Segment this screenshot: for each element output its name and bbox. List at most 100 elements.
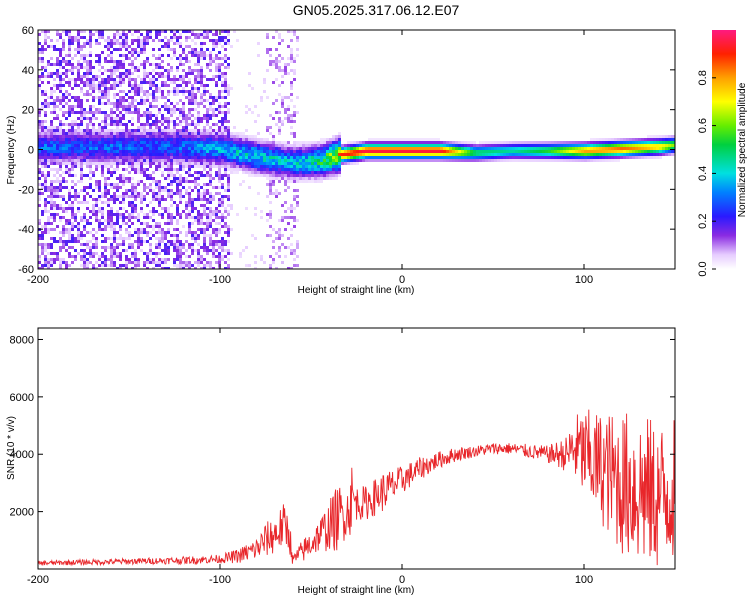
heatmap-cell [215, 135, 218, 138]
heatmap-cell [161, 129, 164, 132]
heatmap-cell [527, 144, 530, 147]
heatmap-cell [143, 168, 146, 171]
heatmap-cell [92, 228, 95, 231]
heatmap-cell [347, 156, 350, 159]
heatmap-cell [176, 222, 179, 225]
spectrogram-ytick-label: 0 [28, 145, 34, 157]
heatmap-cell [449, 156, 452, 159]
heatmap-cell [116, 108, 119, 111]
heatmap-cell [137, 159, 140, 162]
heatmap-cell [167, 189, 170, 192]
heatmap-cell [200, 57, 203, 60]
heatmap-cell [104, 69, 107, 72]
heatmap-cell [320, 180, 323, 183]
heatmap-cell [149, 132, 152, 135]
heatmap-cell [293, 33, 296, 36]
heatmap-cell [104, 123, 107, 126]
heatmap-cell [281, 216, 284, 219]
heatmap-cell [230, 153, 233, 156]
heatmap-cell [38, 57, 41, 60]
heatmap-cell [266, 69, 269, 72]
heatmap-cell [131, 129, 134, 132]
heatmap-cell [644, 156, 647, 159]
heatmap-cell [161, 234, 164, 237]
heatmap-cell [95, 198, 98, 201]
heatmap-cell [317, 162, 320, 165]
heatmap-cell [398, 147, 401, 150]
heatmap-cell [77, 42, 80, 45]
heatmap-cell [191, 207, 194, 210]
heatmap-cell [455, 159, 458, 162]
heatmap-cell [308, 147, 311, 150]
heatmap-cell [365, 156, 368, 159]
heatmap-cell [185, 159, 188, 162]
heatmap-cell [194, 240, 197, 243]
heatmap-cell [176, 237, 179, 240]
heatmap-cell [533, 150, 536, 153]
heatmap-cell [47, 264, 50, 267]
heatmap-cell [38, 87, 41, 90]
heatmap-cell [131, 84, 134, 87]
heatmap-cell [446, 153, 449, 156]
heatmap-cell [143, 81, 146, 84]
heatmap-cell [119, 213, 122, 216]
heatmap-cell [122, 213, 125, 216]
heatmap-cell [71, 156, 74, 159]
heatmap-cell [248, 84, 251, 87]
heatmap-cell [188, 123, 191, 126]
heatmap-cell [101, 141, 104, 144]
heatmap-cell [272, 63, 275, 66]
heatmap-cell [179, 63, 182, 66]
heatmap-cell [68, 63, 71, 66]
heatmap-cell [86, 156, 89, 159]
heatmap-cell [128, 111, 131, 114]
heatmap-cell [611, 147, 614, 150]
heatmap-cell [206, 153, 209, 156]
heatmap-cell [167, 129, 170, 132]
heatmap-cell [221, 132, 224, 135]
heatmap-cell [167, 123, 170, 126]
heatmap-cell [182, 168, 185, 171]
heatmap-cell [89, 117, 92, 120]
heatmap-cell [62, 60, 65, 63]
heatmap-cell [530, 147, 533, 150]
heatmap-cell [518, 156, 521, 159]
heatmap-cell [65, 180, 68, 183]
heatmap-cell [272, 117, 275, 120]
heatmap-cell [86, 264, 89, 267]
heatmap-cell [179, 141, 182, 144]
heatmap-cell [146, 39, 149, 42]
heatmap-cell [59, 135, 62, 138]
heatmap-cell [272, 159, 275, 162]
heatmap-cell [113, 42, 116, 45]
heatmap-cell [218, 222, 221, 225]
heatmap-cell [209, 267, 212, 269]
heatmap-cell [434, 144, 437, 147]
heatmap-cell [326, 165, 329, 168]
heatmap-cell [173, 123, 176, 126]
heatmap-cell [278, 36, 281, 39]
heatmap-cell [158, 222, 161, 225]
heatmap-cell [293, 264, 296, 267]
heatmap-cell [89, 30, 92, 33]
heatmap-cell [185, 141, 188, 144]
heatmap-cell [140, 207, 143, 210]
heatmap-cell [86, 78, 89, 81]
heatmap-cell [227, 162, 230, 165]
heatmap-cell [119, 252, 122, 255]
heatmap-cell [140, 228, 143, 231]
heatmap-cell [158, 141, 161, 144]
heatmap-cell [224, 240, 227, 243]
heatmap-cell [167, 192, 170, 195]
heatmap-cell [44, 141, 47, 144]
heatmap-cell [410, 150, 413, 153]
heatmap-cell [422, 153, 425, 156]
heatmap-cell [287, 180, 290, 183]
heatmap-cell [140, 114, 143, 117]
heatmap-cell [176, 252, 179, 255]
heatmap-cell [197, 141, 200, 144]
heatmap-cell [44, 243, 47, 246]
heatmap-cell [44, 174, 47, 177]
heatmap-cell [47, 135, 50, 138]
heatmap-cell [608, 141, 611, 144]
